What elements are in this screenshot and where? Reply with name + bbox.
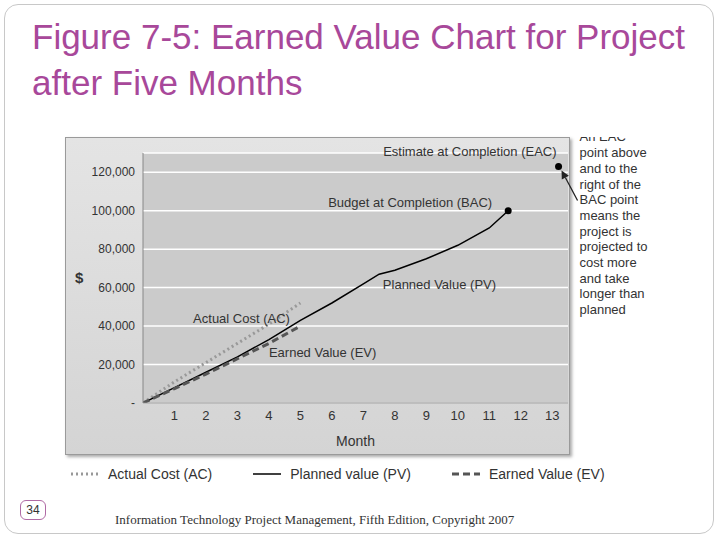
- svg-text:80,000: 80,000: [98, 242, 135, 256]
- html-text:Information Technology Project: Information Technology Project Managemen…: [115, 512, 515, 527]
- svg-text:40,000: 40,000: [98, 319, 135, 333]
- svg-text:2: 2: [202, 408, 209, 423]
- svg-text:An EACpoint aboveand to therig: An EACpoint aboveand to theright of theB…: [580, 137, 648, 317]
- svg-text:120,000: 120,000: [92, 165, 136, 179]
- svg-text:Month: Month: [336, 433, 375, 449]
- svg-text:-: -: [131, 396, 135, 410]
- svg-text:Earned Value (EV): Earned Value (EV): [269, 345, 376, 360]
- svg-text:12: 12: [514, 408, 528, 423]
- html-text:Figure 7-5: Earned Value Chart: Figure 7-5: Earned Value Chart for Proje…: [32, 17, 685, 102]
- html-text:Planned value (PV): Planned value (PV): [290, 466, 411, 482]
- svg-text:3: 3: [234, 408, 241, 423]
- html-text:Actual Cost (AC): Actual Cost (AC): [108, 466, 213, 482]
- svg-text:8: 8: [391, 408, 398, 423]
- svg-text:20,000: 20,000: [98, 358, 135, 372]
- svg-text:7: 7: [360, 408, 367, 423]
- svg-text:Estimate at Completion (EAC): Estimate at Completion (EAC): [383, 144, 556, 159]
- svg-text:11: 11: [483, 408, 497, 423]
- svg-text:6: 6: [328, 408, 335, 423]
- svg-text:9: 9: [423, 408, 430, 423]
- svg-text:100,000: 100,000: [92, 204, 136, 218]
- svg-text:60,000: 60,000: [98, 281, 135, 295]
- svg-text:Planned Value (PV): Planned Value (PV): [383, 277, 496, 292]
- svg-text:5: 5: [297, 408, 304, 423]
- svg-text:13: 13: [545, 408, 559, 423]
- svg-text:10: 10: [451, 408, 465, 423]
- svg-text:4: 4: [265, 408, 272, 423]
- svg-text:Budget at Completion (BAC): Budget at Completion (BAC): [328, 195, 492, 210]
- html-text:34: 34: [26, 503, 40, 517]
- svg-text:$: $: [75, 269, 84, 286]
- svg-text:1: 1: [171, 408, 178, 423]
- svg-text:Actual Cost (AC): Actual Cost (AC): [193, 311, 290, 326]
- html-text:Earned Value (EV): Earned Value (EV): [488, 466, 605, 482]
